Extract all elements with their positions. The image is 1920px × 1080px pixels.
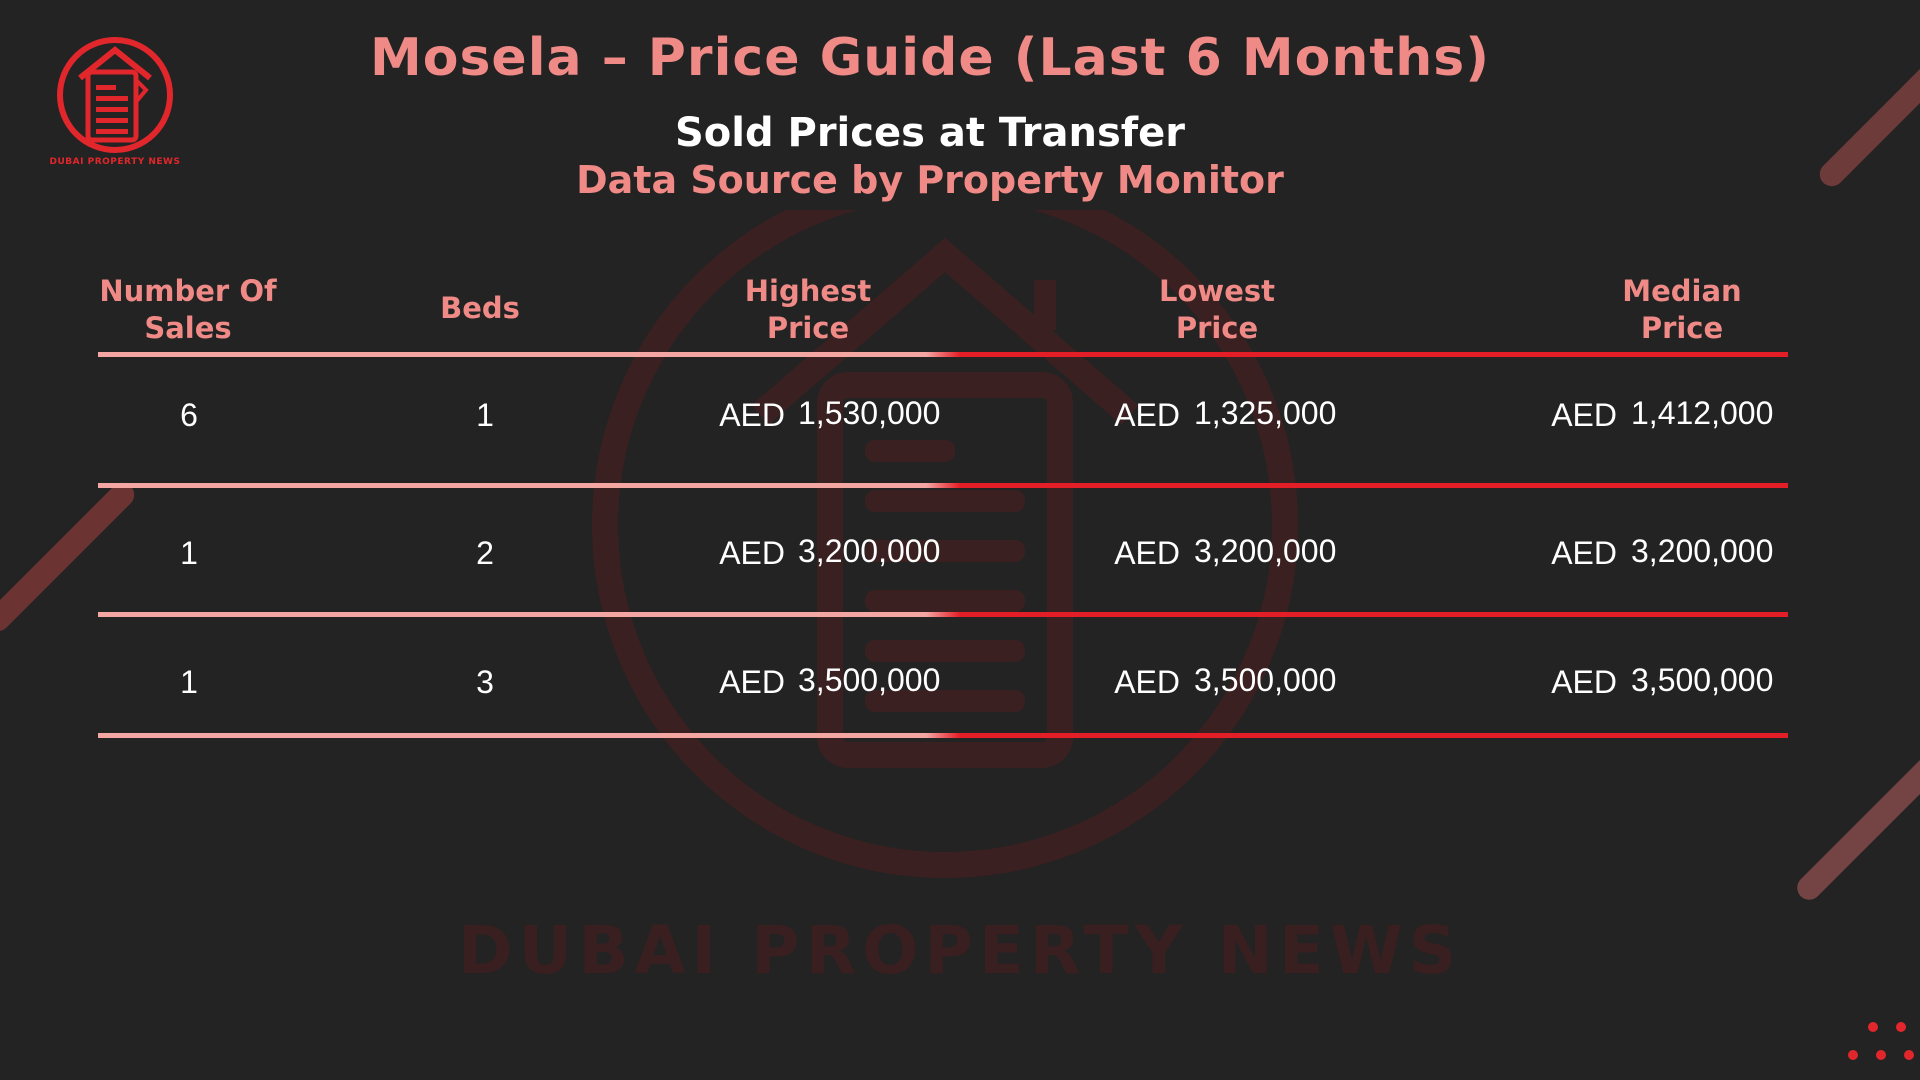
table-divider [98,733,1788,738]
cell-highest-price: 3,500,000 [798,662,941,698]
decorative-stripe [1792,739,1920,905]
cell-beds: 1 [476,397,494,433]
table-divider [98,612,1788,617]
header-beds: Beds [440,291,520,325]
cell-lowest-price: 3,200,000 [1194,533,1337,569]
cell-median-price: 1,412,000 [1631,395,1774,431]
cell-currency: AED [1551,664,1617,700]
cell-beds: 3 [476,664,494,700]
cell-median-price: 3,500,000 [1631,662,1774,698]
watermark-text: DUBAI PROPERTY NEWS [457,912,1463,989]
cell-currency: AED [1114,535,1180,571]
logo-caption: DUBAI PROPERTY NEWS [49,157,181,167]
cell-currency: AED [719,535,785,571]
cell-currency: AED [1114,664,1180,700]
header-median-price: Median Price [1622,274,1742,345]
header-number-of-sales: Number Of Sales [99,274,277,345]
header-lowest-price: Lowest Price [1159,274,1275,345]
cell-beds: 2 [476,535,494,571]
cell-currency: AED [719,664,785,700]
cell-lowest-price: 1,325,000 [1194,395,1337,431]
cell-number-of-sales: 1 [180,535,198,571]
cell-lowest-price: 3,500,000 [1194,662,1337,698]
cell-currency: AED [1114,397,1180,433]
page-title: Mosela – Price Guide (Last 6 Months) [370,28,1490,88]
cell-highest-price: 3,200,000 [798,533,941,569]
house-document-logo-icon [57,37,173,153]
cell-number-of-sales: 1 [180,664,198,700]
page-subtitle: Sold Prices at Transfer [674,110,1186,156]
cell-highest-price: 1,530,000 [798,395,941,431]
cell-currency: AED [719,397,785,433]
cell-currency: AED [1551,397,1617,433]
table-divider [98,352,1788,357]
table-divider [98,483,1788,488]
cell-currency: AED [1551,535,1617,571]
header-highest-price: Highest Price [744,274,872,345]
cell-number-of-sales: 6 [180,397,198,433]
data-source-label: Data Source by Property Monitor [576,158,1284,202]
house-document-watermark-icon [592,210,1298,878]
cell-median-price: 3,200,000 [1631,533,1774,569]
